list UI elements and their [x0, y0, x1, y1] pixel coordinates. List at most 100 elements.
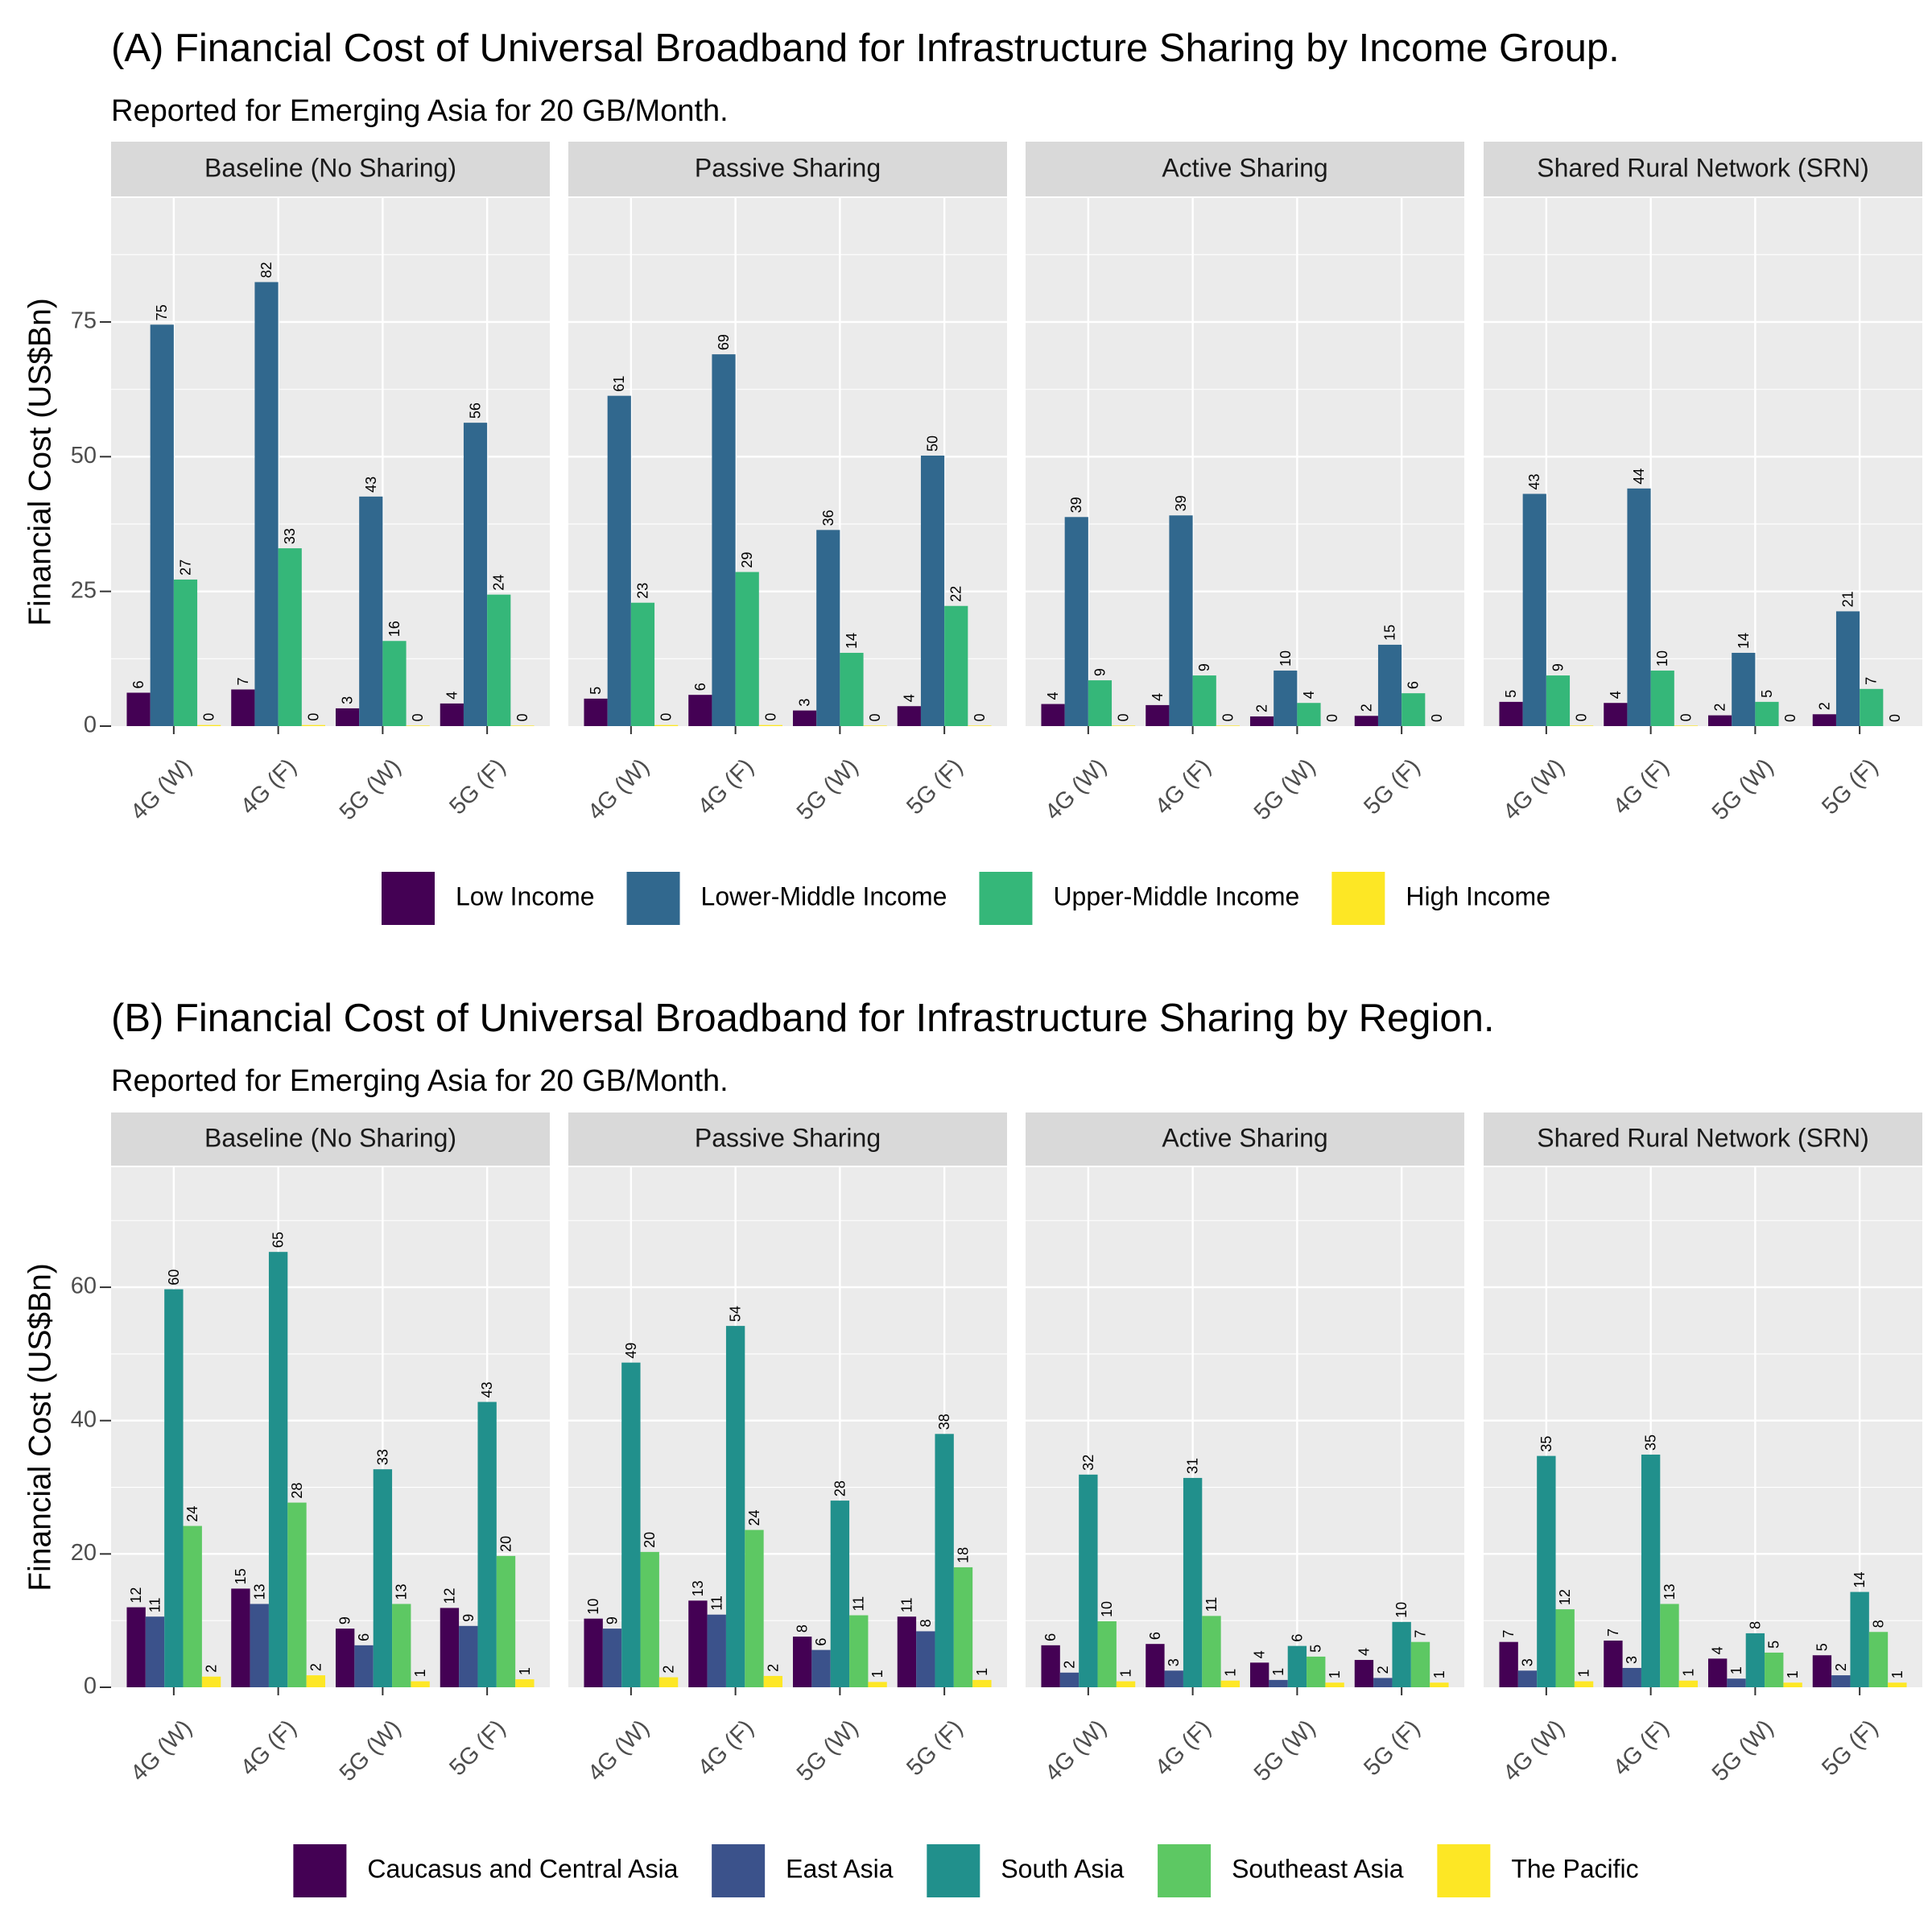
x-tick-label: 4G (W)	[583, 1715, 654, 1786]
bar-southeast-asia-5g-f	[1410, 1641, 1430, 1687]
facet-strip-label: Shared Rural Network (SRN)	[1537, 153, 1869, 182]
data-label: 35	[1538, 1436, 1554, 1452]
data-label: 10	[1278, 650, 1294, 667]
data-label: 6	[130, 680, 147, 688]
bar-lower-middle-income-5g-f	[920, 455, 945, 726]
x-tick-label: 4G (F)	[1608, 1715, 1674, 1781]
bar-southeast-asia-4g-f	[1202, 1616, 1221, 1687]
bar-high-income-5g-f	[968, 725, 992, 726]
bar-east-asia-4g-w	[1517, 1670, 1538, 1687]
bar-upper-middle-income-4g-w	[1546, 675, 1571, 726]
bar-low-income-4g-w	[126, 692, 151, 726]
data-label: 7	[1501, 1630, 1517, 1638]
x-tick-label: 4G (W)	[583, 753, 654, 825]
data-label: 43	[479, 1381, 495, 1397]
bar-the-pacific-5g-f	[515, 1679, 535, 1687]
data-label: 27	[177, 559, 193, 576]
x-tick-label: 4G (F)	[1150, 753, 1216, 819]
data-label: 2	[204, 1665, 220, 1673]
bar-lower-middle-income-4g-f	[1169, 515, 1193, 726]
data-label: 10	[1099, 1601, 1115, 1617]
bar-high-income-4g-f	[1674, 725, 1699, 726]
bar-caucasus-and-central-asia-4g-w	[584, 1618, 603, 1687]
bar-high-income-4g-w	[1570, 725, 1594, 726]
bar-south-asia-5g-w	[1745, 1633, 1765, 1687]
data-label: 82	[258, 262, 275, 278]
bar-high-income-5g-f	[510, 725, 535, 726]
bar-east-asia-5g-w	[1727, 1678, 1746, 1687]
facet-strip	[1484, 1113, 1922, 1166]
bar-low-income-5g-f	[1812, 714, 1836, 726]
bar-south-asia-4g-f	[725, 1326, 745, 1687]
data-label: 24	[491, 575, 507, 591]
panel-background	[1026, 198, 1464, 726]
y-axis-title: Financial Cost (US$Bn)	[23, 298, 57, 625]
bar-south-asia-5g-f	[1850, 1591, 1869, 1687]
data-label: 14	[844, 633, 860, 649]
data-label: 1	[869, 1670, 886, 1678]
chart-title: (A) Financial Cost of Universal Broadban…	[111, 27, 1620, 70]
x-tick-label: 4G (W)	[126, 1715, 197, 1786]
facet-strip	[1484, 142, 1922, 196]
bar-upper-middle-income-5g-w	[382, 641, 407, 726]
bar-upper-middle-income-5g-w	[840, 652, 864, 726]
bar-the-pacific-4g-f	[306, 1675, 326, 1687]
bar-low-income-4g-w	[1041, 704, 1065, 726]
data-label: 21	[1840, 591, 1856, 607]
bar-east-asia-5g-f	[459, 1625, 478, 1687]
bar-lower-middle-income-4g-w	[1064, 517, 1088, 726]
bar-southeast-asia-5g-f	[953, 1567, 973, 1687]
y-axis-title: Financial Cost (US$Bn)	[23, 1263, 57, 1591]
bar-the-pacific-5g-w	[411, 1681, 430, 1687]
panel-background	[1026, 1167, 1464, 1687]
data-label: 6	[813, 1638, 829, 1646]
bar-caucasus-and-central-asia-5g-f	[440, 1608, 460, 1687]
legend-item-caucasus-and-central-asia: Caucasus and Central Asia	[293, 1844, 679, 1897]
bar-low-income-5g-f	[897, 706, 921, 726]
legend-item-high-income: High Income	[1331, 872, 1550, 925]
bar-upper-middle-income-5g-f	[1860, 688, 1884, 726]
bar-low-income-4g-w	[584, 698, 608, 726]
bar-high-income-4g-f	[301, 724, 326, 726]
data-label: 14	[1736, 633, 1752, 649]
y-tick-label: 40	[71, 1406, 97, 1432]
data-label: 8	[1747, 1621, 1763, 1629]
bar-east-asia-5g-f	[1373, 1678, 1393, 1687]
x-tick-label: 4G (F)	[1608, 753, 1674, 819]
data-label: 1	[1431, 1670, 1447, 1678]
data-label: 33	[374, 1449, 390, 1465]
bar-low-income-5g-f	[440, 703, 464, 726]
bar-upper-middle-income-4g-w	[1088, 680, 1113, 726]
facet-strip	[1026, 1113, 1464, 1166]
bar-south-asia-5g-f	[477, 1402, 497, 1687]
data-label: 36	[820, 510, 836, 526]
legend-key	[1331, 872, 1385, 925]
data-label: 13	[394, 1583, 410, 1600]
data-label: 43	[1526, 473, 1542, 489]
data-label: 24	[746, 1510, 762, 1526]
bar-lower-middle-income-5g-w	[1732, 652, 1756, 726]
bar-low-income-4g-w	[1499, 701, 1523, 726]
bar-southeast-asia-4g-w	[1097, 1621, 1117, 1687]
bar-the-pacific-5g-w	[1325, 1682, 1344, 1687]
data-label: 75	[154, 304, 170, 320]
bar-east-asia-5g-f	[1831, 1675, 1851, 1687]
chart-subtitle: Reported for Emerging Asia for 20 GB/Mon…	[111, 1064, 729, 1098]
x-tick-label: 4G (F)	[236, 1715, 302, 1781]
data-label: 4	[1150, 693, 1166, 701]
bar-east-asia-4g-w	[1059, 1672, 1080, 1687]
data-label: 12	[128, 1587, 144, 1604]
data-label: 1	[1785, 1670, 1801, 1678]
y-tick-label: 25	[71, 577, 97, 603]
bar-south-asia-4g-f	[1183, 1477, 1203, 1687]
data-label: 39	[1173, 495, 1189, 511]
bar-east-asia-4g-f	[707, 1614, 726, 1687]
bar-the-pacific-5g-f	[1430, 1682, 1449, 1687]
bar-south-asia-5g-f	[935, 1434, 954, 1687]
bar-southeast-asia-5g-f	[1868, 1632, 1889, 1687]
data-label: 20	[642, 1532, 658, 1548]
bar-upper-middle-income-5g-f	[487, 594, 511, 726]
x-tick-label: 5G (F)	[902, 1715, 968, 1781]
